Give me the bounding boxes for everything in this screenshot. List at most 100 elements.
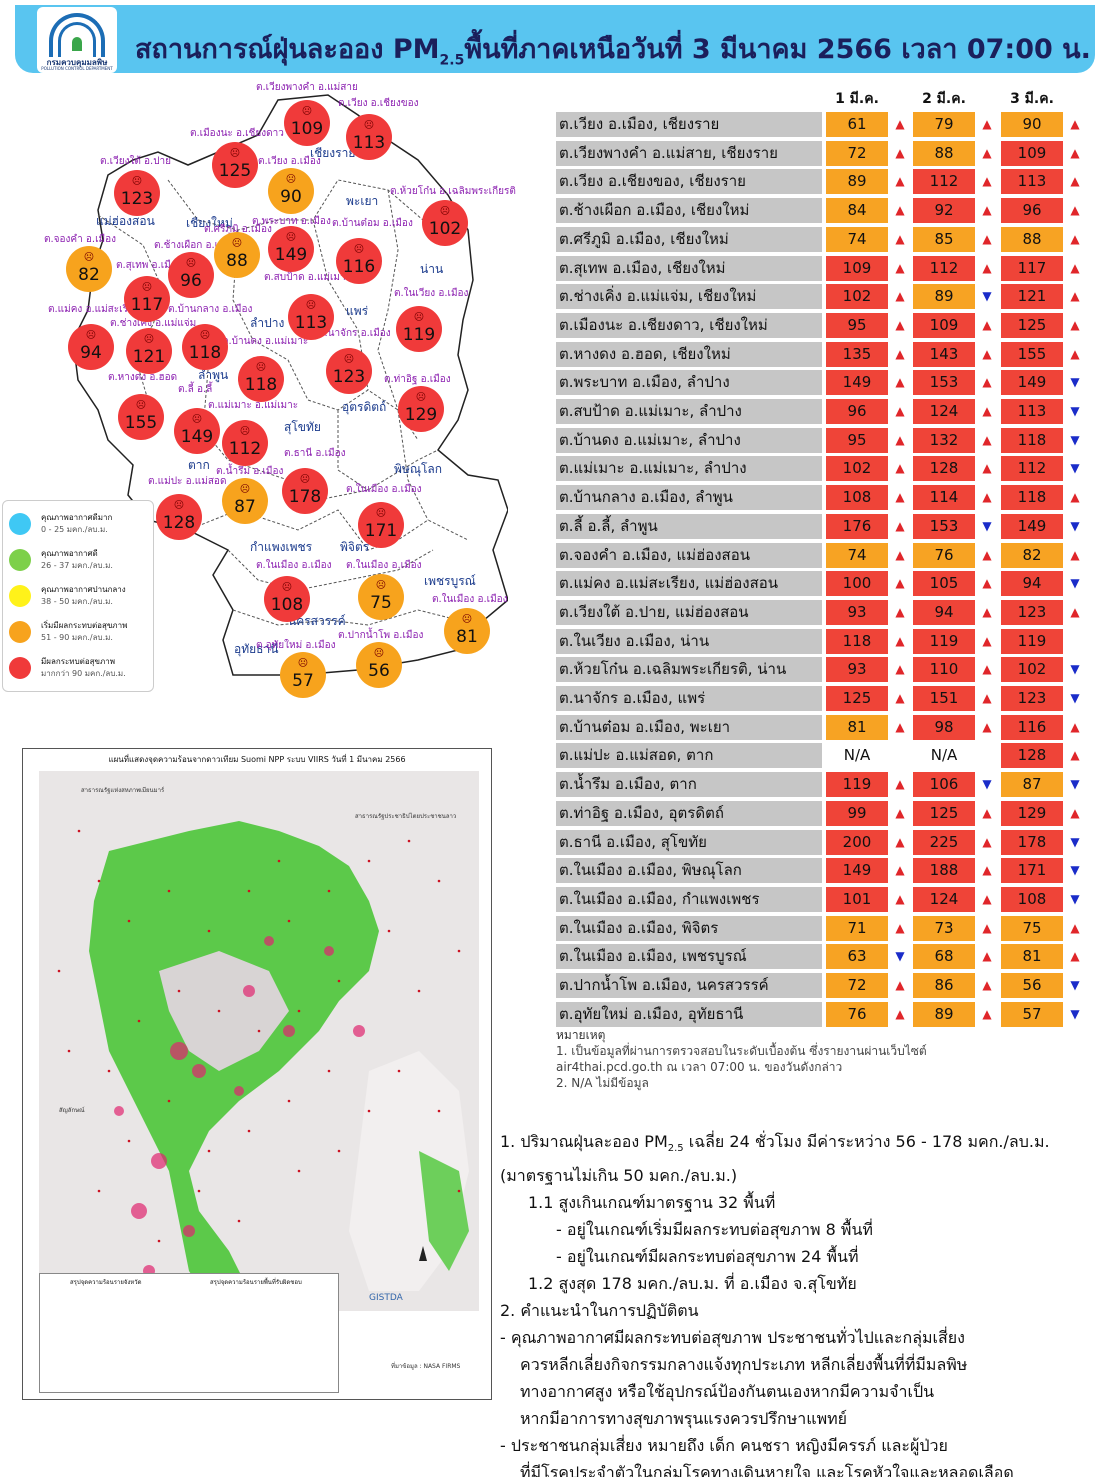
pm-value: 87 <box>234 497 256 517</box>
pm-circle: ☹ 56 <box>356 642 402 688</box>
trend-up-icon: ▲ <box>1070 604 1080 619</box>
pm-circle: ☹ 178 <box>282 468 328 514</box>
notes-title: หมายเหตุ <box>556 1028 606 1042</box>
pm-value-day1: 109 <box>826 255 888 281</box>
legend-title: เริ่มมีผลกระทบต่อสุขภาพ <box>41 621 128 630</box>
table-row: ต.ศรีภูมิ อ.เมือง, เชียงใหม่ 74 ▲ 85 ▲ 88 ▲ <box>556 226 1084 252</box>
table-row: ต.เมืองนะ อ.เชียงดาว, เชียงใหม่ 95 ▲ 109 ▲ 12… <box>556 312 1084 338</box>
pm-value-day2: 92 <box>913 198 975 224</box>
legend-range: 38 - 50 มคก./ลบ.ม. <box>41 597 113 606</box>
pm-value: 128 <box>162 513 196 533</box>
face-icon: ☹ <box>373 648 385 659</box>
pm-value: 123 <box>120 189 154 209</box>
station-name: ต.จองคำ อ.เมือง, แม่ฮ่องสอน <box>556 542 822 568</box>
pm-value-day3: 94 <box>1001 571 1063 597</box>
station-name: ต.ในเมือง อ.เมือง, กำแพงเพชร <box>556 886 822 912</box>
legend-swatch <box>9 513 31 535</box>
legend-title: คุณภาพอากาศปานกลาง <box>41 585 126 594</box>
summary-line-8: - คุณภาพอากาศมีผลกระทบต่อสุขภาพ ประชาชนท… <box>500 1328 965 1348</box>
hotspot-map-graphic <box>57 821 469 1301</box>
station-name: ต.ปากน้ำโพ อ.เมือง, นครสวรรค์ <box>556 973 822 998</box>
pm-value: 112 <box>228 439 262 459</box>
face-icon: ☹ <box>301 106 313 117</box>
trend-up-icon: ▲ <box>982 805 992 820</box>
trend-up-icon: ▲ <box>895 604 905 619</box>
pm-circle: ☹ 155 <box>118 394 164 440</box>
pm-circle: ☹ 57 <box>280 652 326 698</box>
trend-up-icon: ▲ <box>1070 547 1080 562</box>
pm-circle: ☹ 118 <box>238 356 284 402</box>
trend-up-icon: ▲ <box>895 203 905 218</box>
trend-up-icon: ▲ <box>1070 805 1080 820</box>
pm-value-day3: 123 <box>1001 686 1063 711</box>
province-mae-hong-son: แม่ฮ่องสอน <box>96 214 155 228</box>
pm-value-day1: 63 <box>826 944 888 970</box>
place-label: ต.แม่ปะ อ.แม่สอด <box>148 476 227 487</box>
trend-up-icon: ▲ <box>895 777 905 792</box>
trend-down-icon: ▼ <box>1070 978 1080 992</box>
place-label: ต.แม่คง อ.แม่สะเรียง <box>48 304 139 315</box>
pm-circle: ☹ 118 <box>182 324 228 370</box>
pm-value: 108 <box>270 595 304 615</box>
trend-up-icon: ▲ <box>895 920 905 935</box>
trend-up-icon: ▲ <box>895 633 905 648</box>
face-icon: ☹ <box>439 206 451 217</box>
pm-value-day3: 116 <box>1001 714 1063 740</box>
province-lampang: ลำปาง <box>250 316 285 330</box>
pm-value-day1: 96 <box>826 399 888 424</box>
pcd-logo: กรมควบคุมมลพิษ POLLUTION CONTROL DEPARTM… <box>37 7 117 73</box>
legend-range: มากกว่า 90 มคก./ลบ.ม. <box>41 669 126 678</box>
pm-value: 102 <box>428 219 462 239</box>
trend-up-icon: ▲ <box>895 1006 905 1021</box>
trend-up-icon: ▲ <box>982 978 992 992</box>
place-label: ต.ปากน้ำโพ อ.เมือง <box>338 630 424 641</box>
trend-up-icon: ▲ <box>895 145 905 160</box>
table-row: ต.บ้านกลาง อ.เมือง, ลำพูน 108 ▲ 114 ▲ 118 ▲ <box>556 485 1084 511</box>
place-label: ต.บ้านกลาง อ.เมือง <box>168 304 253 315</box>
face-icon: ☹ <box>239 426 251 437</box>
header-banner: กรมควบคุมมลพิษ POLLUTION CONTROL DEPARTM… <box>15 5 1095 73</box>
trend-up-icon: ▲ <box>982 662 992 677</box>
province-nan: น่าน <box>420 262 444 276</box>
pm-value-day3: 123 <box>1001 599 1063 625</box>
title-prefix: สถานการณ์ฝุ่นละออง PM <box>135 34 440 65</box>
footnotes: หมายเหตุ 1. เป็นข้อมูลที่ผ่านการตรวจสอบใ… <box>556 1027 927 1091</box>
pm-value: 178 <box>288 487 322 507</box>
pm-value-day1: 72 <box>826 140 888 166</box>
pm-value-day3: 57 <box>1001 1001 1063 1027</box>
province-phitsanulok: พิษณุโลก <box>394 462 443 476</box>
table-row: ต.จองคำ อ.เมือง, แม่ฮ่องสอน 74 ▲ 76 ▲ 82 ▲ <box>556 542 1084 568</box>
trend-up-icon: ▲ <box>982 404 992 418</box>
note-2: 2. N/A ไม่มีข้อมูล <box>556 1076 649 1090</box>
province-kamphaeng-phet: กำแพงเพชร <box>250 540 313 554</box>
trend-up-icon: ▲ <box>982 949 992 964</box>
trend-up-icon: ▲ <box>982 547 992 562</box>
hotspot-summary-box: สรุปจุดความร้อนรายจังหวัด สรุปจุดความร้อ… <box>39 1273 339 1393</box>
trend-up-icon: ▲ <box>982 490 992 505</box>
pm-value-day3: 121 <box>1001 284 1063 310</box>
face-icon: ☹ <box>353 244 365 255</box>
place-label: ต.พระบาท อ.เมือง <box>252 216 331 227</box>
trend-up-icon: ▲ <box>895 231 905 246</box>
trend-down-icon: ▼ <box>1070 834 1080 849</box>
place-label: ต.ช้างเผือก อ.เมือง <box>154 240 236 251</box>
station-name: ต.บ้านต๋อม อ.เมือง, พะเยา <box>556 714 822 740</box>
province-phichit: พิจิตร <box>340 540 370 554</box>
station-name: ต.ศรีภูมิ อ.เมือง, เชียงใหม่ <box>556 226 822 252</box>
legend-swatch <box>9 621 31 643</box>
symbol-legend-title: สัญลักษณ์ <box>59 1107 85 1114</box>
station-name: ต.ห้วยโก๋น อ.เฉลิมพระเกียรติ, น่าน <box>556 657 822 683</box>
station-name: ต.เมืองนะ อ.เชียงดาว, เชียงใหม่ <box>556 312 822 338</box>
pm-value-day1: 176 <box>826 513 888 539</box>
trend-up-icon: ▲ <box>895 576 905 591</box>
pm-value-day1: 81 <box>826 714 888 740</box>
trend-down-icon: ▼ <box>982 518 992 533</box>
province-phrae: แพร่ <box>346 304 369 318</box>
trend-down-icon: ▼ <box>1070 1006 1080 1021</box>
trend-up-icon: ▲ <box>1070 719 1080 734</box>
legend-range: 26 - 37 มคก./ลบ.ม. <box>41 561 113 570</box>
station-name: ต.เวียงพางคำ อ.แม่สาย, เชียงราย <box>556 140 822 166</box>
summary-section: 1. ปริมาณฝุ่นละออง PM2.5 เฉลี่ย 24 ชั่วโ… <box>500 1128 1100 1477</box>
pm-value-day2: 89 <box>913 1001 975 1027</box>
pm-value: 149 <box>180 427 214 447</box>
